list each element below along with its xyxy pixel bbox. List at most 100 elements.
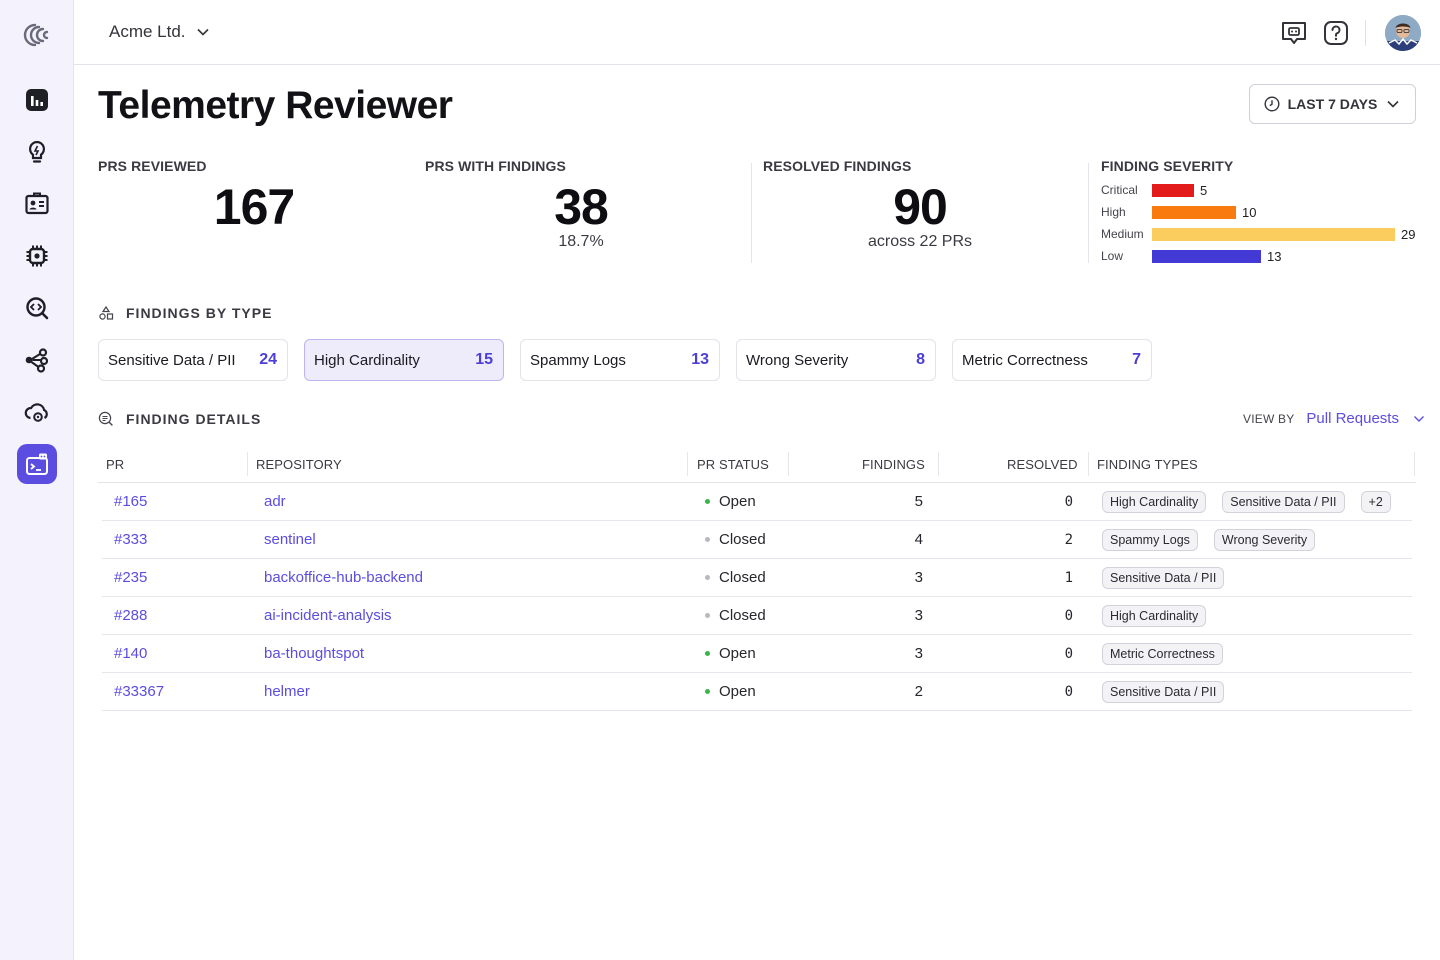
severity-row: Medium 29 [1101, 226, 1415, 242]
more-types-tag[interactable]: +2 [1360, 491, 1391, 513]
severity-row: Low 13 [1101, 248, 1281, 264]
table-row[interactable]: #288 ai-incident-analysis Closed 3 0 High Car… [102, 597, 1412, 635]
column-header-pr[interactable]: PR [106, 457, 125, 472]
severity-name: Medium [1101, 227, 1144, 241]
resolved-count: 0 [1064, 494, 1073, 510]
pr-status: Closed [705, 569, 766, 586]
column-header-finding-types[interactable]: FINDING TYPES [1097, 457, 1198, 472]
resolved-findings-label: RESOLVED FINDINGS [763, 158, 912, 174]
user-avatar[interactable] [1385, 15, 1421, 51]
prs-with-findings-percent: 18.7% [558, 233, 604, 250]
severity-row: Critical 5 [1101, 182, 1207, 198]
prs-with-findings-label: PRS WITH FINDINGS [425, 158, 566, 174]
finding-type-tag[interactable]: Wrong Severity [1213, 529, 1316, 551]
finding-type-tag[interactable]: Sensitive Data / PII [1102, 681, 1225, 703]
finding-type-card[interactable]: Sensitive Data / PII 24 [98, 339, 288, 381]
pr-status: Closed [705, 531, 766, 548]
sidebar-item-search[interactable] [17, 288, 57, 328]
finding-type-card[interactable]: Wrong Severity 8 [736, 339, 936, 381]
pr-link[interactable]: #140 [114, 645, 148, 662]
chat-bot-icon [1282, 22, 1306, 44]
pr-link[interactable]: #165 [114, 493, 148, 510]
repository-link[interactable]: ba-thoughtspot [264, 645, 365, 662]
pr-link[interactable]: #235 [114, 569, 148, 586]
column-separator [687, 452, 688, 476]
sidebar-item-integrations[interactable] [17, 392, 57, 432]
resolved-findings-sub: across 22 PRs [867, 233, 973, 250]
prs-reviewed-label: PRS REVIEWED [98, 158, 207, 174]
sidebar-item-analytics[interactable] [17, 80, 57, 120]
severity-count: 10 [1242, 204, 1257, 220]
repository-link[interactable]: sentinel [264, 531, 316, 548]
repository-link[interactable]: adr [264, 493, 286, 510]
column-separator [1088, 452, 1089, 476]
table-row[interactable]: #235 backoffice-hub-backend Closed 3 1 Sensit… [102, 559, 1412, 597]
severity-name: High [1101, 205, 1126, 219]
table-row[interactable]: #165 adr Open 5 0 High Cardinality Sensitive D… [102, 483, 1412, 521]
severity-row: High 10 [1101, 204, 1256, 220]
finding-type-count: 24 [259, 351, 277, 368]
finding-type-count: 7 [1132, 351, 1141, 368]
finding-type-tag[interactable]: High Cardinality [1102, 605, 1207, 627]
page-title: Telemetry Reviewer [98, 84, 453, 127]
assistant-chat-button[interactable] [1280, 19, 1308, 47]
table-row[interactable]: #140 ba-thoughtspot Open 3 0 Metric Correctne… [102, 635, 1412, 673]
finding-type-tag[interactable]: Metric Correctness [1102, 643, 1223, 665]
finding-details-title: FINDING DETAILS [126, 411, 262, 427]
finding-type-card[interactable]: Metric Correctness 7 [952, 339, 1152, 381]
org-name: Acme Ltd. [109, 22, 186, 41]
sidebar-item-pipelines[interactable] [17, 340, 57, 380]
finding-type-name: Sensitive Data / PII [108, 351, 236, 369]
avatar-image [1385, 15, 1421, 51]
org-switcher[interactable]: Acme Ltd. [109, 22, 210, 42]
finding-type-name: Metric Correctness [962, 351, 1088, 369]
app-logo[interactable] [22, 20, 52, 50]
column-header-findings[interactable]: FINDINGS [862, 457, 925, 472]
status-dot [705, 651, 710, 656]
prs-reviewed-value: 167 [213, 179, 295, 235]
finding-type-card[interactable]: High Cardinality 15 [304, 339, 504, 381]
finding-type-tags: Metric Correctness [1102, 643, 1223, 665]
finding-type-tag[interactable]: Spammy Logs [1102, 529, 1198, 551]
chip-gear-icon [26, 245, 48, 267]
finding-type-tag[interactable]: High Cardinality [1102, 491, 1207, 513]
status-dot [705, 689, 710, 694]
finding-type-tag[interactable]: Sensitive Data / PII [1102, 567, 1225, 589]
severity-name: Low [1101, 249, 1124, 263]
chevron-down-icon [1413, 415, 1424, 422]
view-by-dropdown[interactable]: Pull Requests [1306, 410, 1425, 427]
repository-link[interactable]: ai-incident-analysis [264, 607, 392, 624]
finding-type-tag[interactable]: Sensitive Data / PII [1222, 491, 1345, 513]
repository-link[interactable]: helmer [264, 683, 310, 700]
sidebar-item-insights[interactable] [17, 132, 57, 172]
column-separator [247, 452, 248, 476]
column-header-resolved[interactable]: RESOLVED [1007, 457, 1078, 472]
robot-terminal-icon [26, 453, 48, 475]
sidebar-item-telemetry-reviewer[interactable] [17, 444, 57, 484]
sidebar-item-settings[interactable] [17, 236, 57, 276]
findings-by-type-title: FINDINGS BY TYPE [126, 305, 273, 321]
finding-type-count: 13 [691, 351, 709, 368]
help-button[interactable] [1322, 19, 1350, 47]
finding-type-card[interactable]: Spammy Logs 13 [520, 339, 720, 381]
view-by-value: Pull Requests [1306, 410, 1399, 427]
sidebar-item-catalog[interactable] [17, 184, 57, 224]
cloud-gear-icon [24, 403, 48, 422]
severity-bar [1152, 183, 1194, 197]
severity-bar [1152, 205, 1236, 219]
date-range-button[interactable]: LAST 7 DAYS [1249, 84, 1416, 124]
column-header-pr-status[interactable]: PR STATUS [697, 457, 769, 472]
finding-type-tags: Sensitive Data / PII [1102, 681, 1225, 703]
table-row[interactable]: #333 sentinel Closed 4 2 Spammy Logs Wrong Sev… [102, 521, 1412, 559]
top-bar: Acme Ltd. [74, 0, 1440, 65]
pr-status-label: Closed [719, 531, 766, 548]
pr-link[interactable]: #333 [114, 531, 148, 548]
table-row[interactable]: #33367 helmer Open 2 0 Sensitive Data / PII [102, 673, 1412, 711]
resolved-count: 0 [1064, 646, 1073, 662]
pr-link[interactable]: #33367 [114, 683, 165, 700]
column-header-repository[interactable]: REPOSITORY [256, 457, 342, 472]
column-separator [788, 452, 789, 476]
repository-link[interactable]: backoffice-hub-backend [264, 569, 423, 586]
pr-status: Open [705, 493, 756, 510]
pr-link[interactable]: #288 [114, 607, 148, 624]
